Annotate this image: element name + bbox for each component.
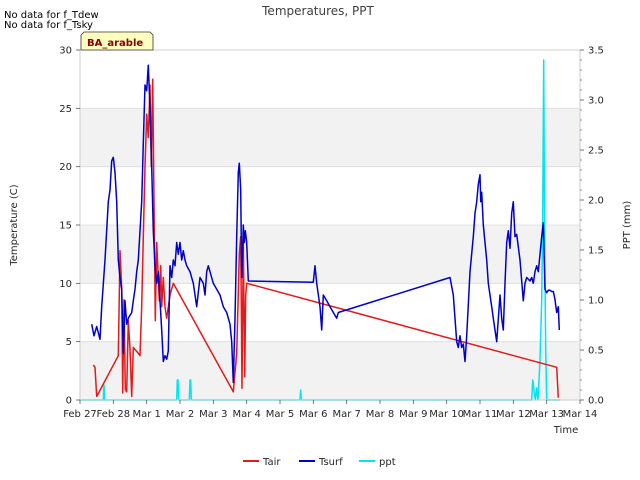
x-tick-label: Mar 7 xyxy=(332,409,360,420)
y-axis-left: 0 5 10 15 20 25 30 xyxy=(59,46,80,407)
y2-tick-label: 1.5 xyxy=(588,246,604,257)
site-label: BA_arable xyxy=(87,38,143,49)
y-tick-label: 10 xyxy=(59,279,72,290)
x-axis: Feb 27 Feb 28 Mar 1 Mar 2 Mar 3 Mar 4 Mar 5 Mar… xyxy=(63,400,597,420)
y-tick-label: 25 xyxy=(59,104,72,115)
x-tick-label: Mar 13 xyxy=(529,409,564,420)
y-tick-label: 5 xyxy=(66,337,72,348)
y2-tick-label: 3.5 xyxy=(588,46,604,57)
y-tick-label: 0 xyxy=(66,396,72,407)
y-axis-right: 0.0 0.5 1.0 1.5 2.0 2.5 3.0 3.5 xyxy=(580,46,604,407)
series-line-tair xyxy=(92,78,560,398)
band-20-25 xyxy=(80,108,580,167)
y2-tick-label: 0.5 xyxy=(588,346,604,357)
legend-label-tair: Tair xyxy=(262,457,281,468)
legend-label-ppt: ppt xyxy=(379,457,396,468)
x-tick-label: Mar 2 xyxy=(166,409,194,420)
x-tick-label: Mar 6 xyxy=(299,409,327,420)
legend: Tair Tsurf ppt xyxy=(243,457,396,468)
y2-axis-title: PPT (mm) xyxy=(622,201,633,250)
x-tick-label: Mar 11 xyxy=(463,409,498,420)
band-10-15 xyxy=(80,225,580,284)
series-line-tsurf xyxy=(90,64,561,384)
y-tick-label: 15 xyxy=(59,221,72,232)
x-tick-label: Mar 4 xyxy=(232,409,260,420)
site-label-box: BA_arable xyxy=(80,31,154,51)
y2-tick-label: 0.0 xyxy=(588,396,604,407)
site-label-background xyxy=(80,31,154,51)
x-tick-label: Mar 9 xyxy=(399,409,427,420)
y-tick-label: 30 xyxy=(59,46,72,57)
note-no-tdew: No data for f_Tdew xyxy=(4,10,99,21)
chart-title: Temperatures, PPT xyxy=(261,4,374,18)
band-0-5 xyxy=(80,341,580,400)
x-tick-label: Feb 28 xyxy=(97,409,131,420)
x-tick-label: Mar 3 xyxy=(199,409,227,420)
y2-tick-label: 2.5 xyxy=(588,146,604,157)
x-tick-label: Mar 5 xyxy=(266,409,294,420)
x-tick-label: Mar 8 xyxy=(366,409,394,420)
y2-tick-label: 2.0 xyxy=(588,196,604,207)
y-axis-title: Temperature (C) xyxy=(9,184,20,266)
x-tick-label: Mar 1 xyxy=(132,409,160,420)
note-no-tsky: No data for f_Tsky xyxy=(4,20,93,31)
y2-tick-label: 3.0 xyxy=(588,96,604,107)
x-axis-title: Time xyxy=(553,425,578,436)
x-tick-label: Mar 14 xyxy=(563,409,598,420)
x-tick-label: Mar 10 xyxy=(429,409,464,420)
y-tick-label: 20 xyxy=(59,162,72,173)
y2-tick-label: 1.0 xyxy=(588,296,604,307)
x-tick-label: Feb 27 xyxy=(63,409,97,420)
x-tick-label: Mar 12 xyxy=(496,409,531,420)
legend-label-tsurf: Tsurf xyxy=(318,457,343,468)
